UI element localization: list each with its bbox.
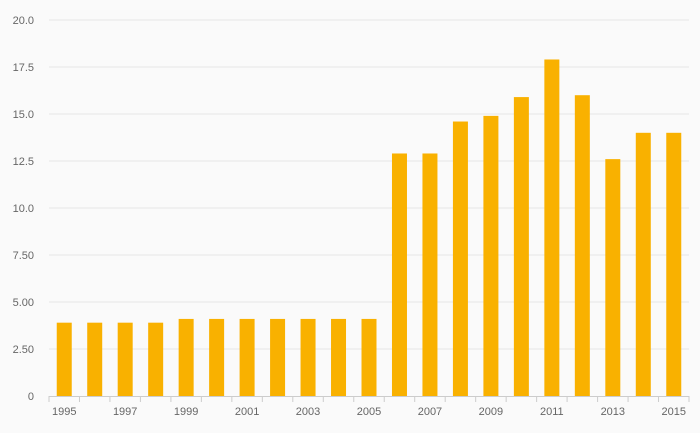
bar-2014[interactable] xyxy=(635,132,651,397)
y-tick-label: 15.0 xyxy=(13,109,34,121)
bar-2007[interactable] xyxy=(422,153,438,396)
bar-2001[interactable] xyxy=(239,318,255,396)
y-axis-labels: 0 2.50 5.00 7.50 10.0 12.5 15.0 17.5 20.0 xyxy=(13,15,34,403)
bar-2010[interactable] xyxy=(513,97,529,396)
bar-2013[interactable] xyxy=(605,159,621,396)
bar-1997[interactable] xyxy=(117,322,133,396)
bar-2012[interactable] xyxy=(574,95,590,396)
y-tick-label: 5.00 xyxy=(13,297,34,309)
y-tick-label: 12.5 xyxy=(13,156,34,168)
bar-2009[interactable] xyxy=(483,115,499,396)
y-tick-label: 10.0 xyxy=(13,203,34,215)
x-tick-label: 1999 xyxy=(174,406,198,418)
bar-2006[interactable] xyxy=(391,153,407,396)
x-tick-label: 2003 xyxy=(296,406,320,418)
y-tick-label: 17.5 xyxy=(13,62,34,74)
x-tick-label: 2013 xyxy=(601,406,625,418)
bar-2015[interactable] xyxy=(666,132,682,397)
bar-1999[interactable] xyxy=(178,318,194,396)
x-tick-label: 2005 xyxy=(357,406,381,418)
x-tick-label: 2007 xyxy=(418,406,442,418)
bars xyxy=(56,59,682,397)
x-tick-label: 2009 xyxy=(479,406,503,418)
bar-2005[interactable] xyxy=(361,318,377,396)
bar-2004[interactable] xyxy=(331,318,347,396)
bar-2008[interactable] xyxy=(452,121,468,397)
y-tick-label: 20.0 xyxy=(13,15,34,27)
grid-lines xyxy=(49,19,689,350)
y-tick-label: 2.50 xyxy=(13,344,34,356)
x-tick-label: 1995 xyxy=(52,406,76,418)
y-tick-label: 7.50 xyxy=(13,250,34,262)
bar-2000[interactable] xyxy=(209,318,225,396)
x-tick-label: 2001 xyxy=(235,406,259,418)
x-tick-label: 2011 xyxy=(540,406,564,418)
x-tick-label: 1997 xyxy=(113,406,137,418)
x-tick-label: 2015 xyxy=(662,406,686,418)
bar-1996[interactable] xyxy=(87,322,103,396)
bar-2011[interactable] xyxy=(544,59,560,396)
bar-2002[interactable] xyxy=(270,318,286,396)
bar-1998[interactable] xyxy=(148,322,164,396)
x-axis xyxy=(48,396,690,402)
y-tick-label: 0 xyxy=(28,391,34,403)
bar-1995[interactable] xyxy=(56,322,72,396)
x-axis-labels: 1995 1997 1999 2001 2003 2005 2007 2009 2011 2013… xyxy=(52,406,686,418)
bar-2003[interactable] xyxy=(300,318,316,396)
